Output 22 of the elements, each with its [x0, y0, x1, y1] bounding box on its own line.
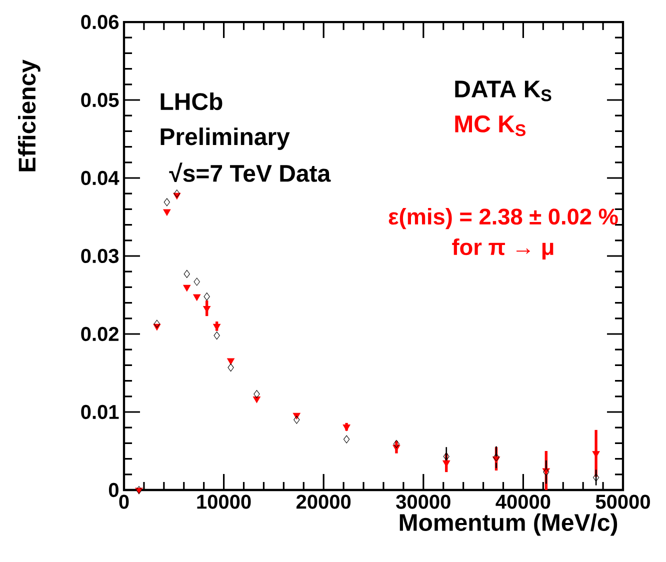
annotation: LHCb	[160, 92, 222, 110]
x-tick-label: 10000	[197, 494, 251, 509]
y-tick-label: 0.03	[81, 248, 119, 264]
y-tick-label: 0	[108, 482, 118, 498]
annotation: for π → μ	[452, 238, 554, 260]
x-tick-label: 30000	[396, 494, 450, 509]
x-axis-title: Momentum (MeV/c)	[400, 513, 618, 536]
annotation: ε(mis) = 2.38 ± 0.02 %	[388, 208, 618, 230]
annotation: Preliminary	[160, 128, 290, 150]
y-tick-label: 0.04	[81, 170, 120, 186]
y-tick-label: 0.01	[81, 404, 119, 420]
annotation: √s=7 TeV Data	[169, 162, 331, 182]
y-axis-title: Efficiency	[18, 60, 40, 172]
x-tick-label: 0	[119, 494, 129, 509]
text: MC K$_{S}$	[455, 115, 526, 136]
x-tick-label: 20000	[296, 494, 351, 509]
x-tick-label: 40000	[496, 494, 550, 509]
y-tick-label: 0.05	[81, 92, 119, 108]
x-tick-label: 50000	[596, 494, 650, 509]
legend-label: DATA K$_{S}$	[455, 80, 552, 102]
y-tick-label: 0.02	[81, 326, 118, 342]
y-tick-label: 0.06	[81, 14, 119, 30]
